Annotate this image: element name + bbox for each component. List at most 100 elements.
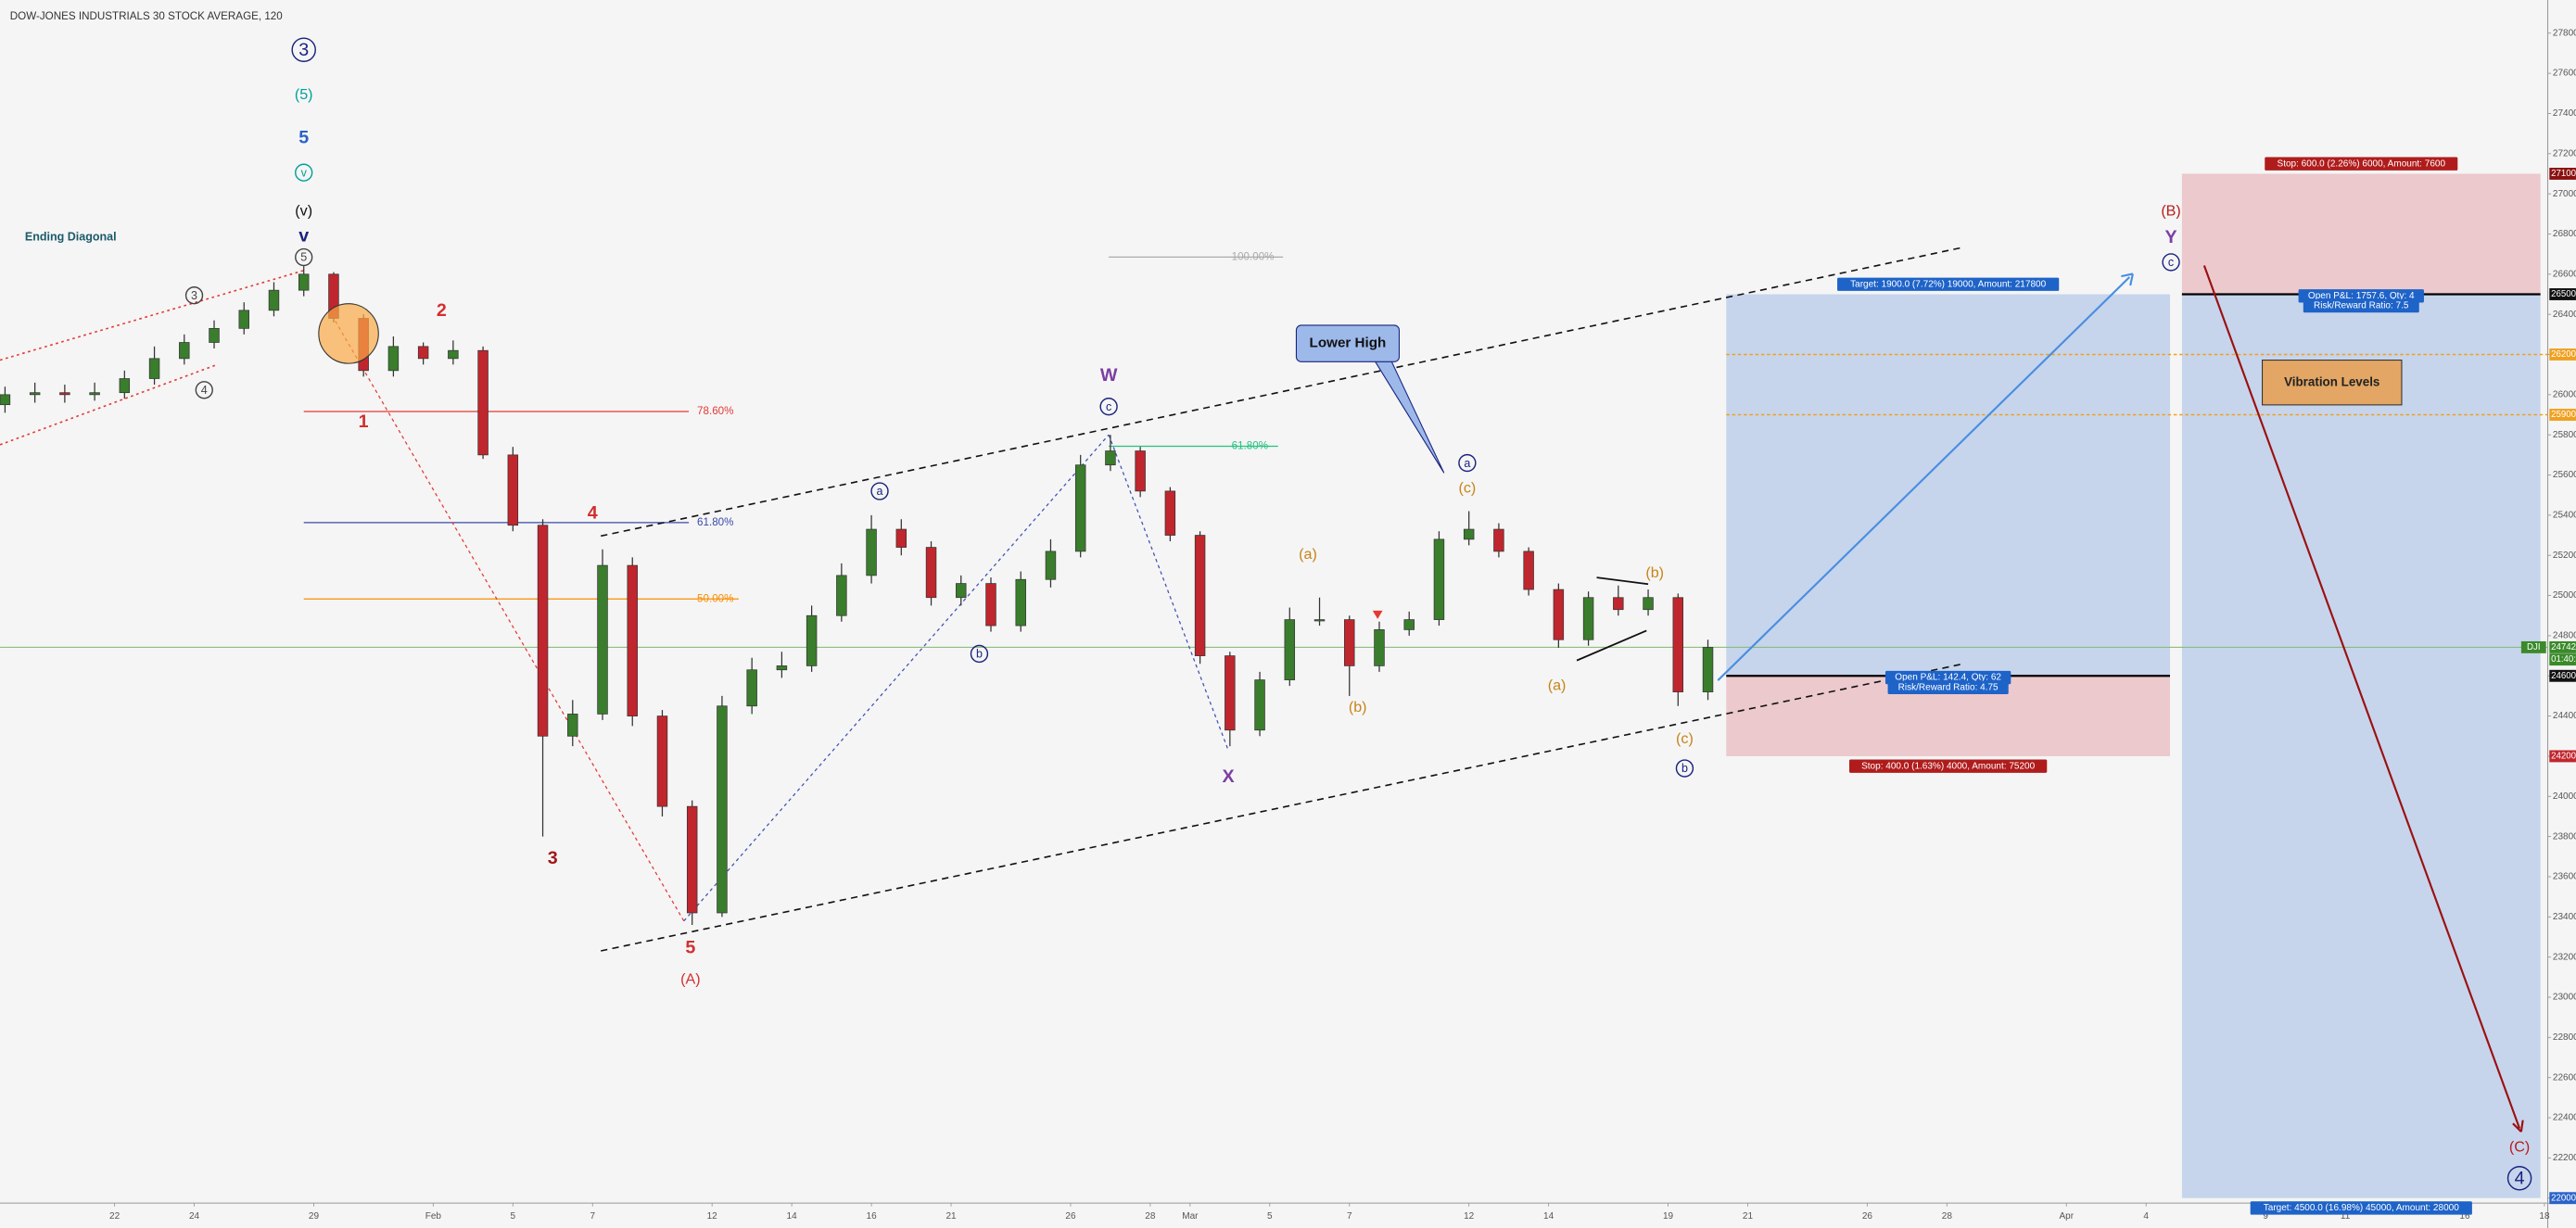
loss-zone: [2181, 173, 2541, 295]
highlight-circle: [318, 303, 379, 364]
wave-circle: [970, 644, 989, 664]
y-tick-label: 22400.0: [2553, 1113, 2576, 1123]
candle-body: [298, 273, 310, 291]
y-tick-label: 24800.0: [2553, 631, 2576, 641]
candle-body: [0, 394, 11, 406]
wave-label: 3: [548, 848, 558, 868]
candle-body: [1254, 679, 1265, 731]
y-tick-label: 27400.0: [2553, 108, 2576, 119]
candle-body: [148, 358, 160, 379]
candle-body: [1105, 450, 1116, 466]
wave-label: X: [1222, 766, 1234, 787]
candle-body: [717, 705, 728, 914]
x-tick-label: 7: [1347, 1211, 1352, 1222]
y-tick-label: 23600.0: [2553, 872, 2576, 882]
x-tick-label: 5: [511, 1211, 516, 1222]
vibration-box: [2262, 360, 2403, 406]
candle-body: [866, 528, 877, 576]
wave-circle: [295, 163, 313, 182]
candle-body: [1225, 655, 1236, 731]
wave-label: 4: [2515, 1168, 2525, 1188]
marker-triangle: [1372, 610, 1383, 619]
y-tick-label: 26800.0: [2553, 229, 2576, 239]
price-marker-label: 24200.0: [2551, 751, 2576, 761]
candle-body: [1045, 551, 1057, 580]
stop-label-box: [1849, 759, 2048, 773]
ending-diagonal-label: Ending Diagonal: [25, 230, 117, 243]
target-label: Target: 4500.0 (16.98%) 45000, Amount: 2…: [2264, 1203, 2459, 1213]
wave-circle: [1458, 453, 1477, 473]
fib-label: 61.80%: [697, 516, 733, 528]
wave-label: 5: [300, 251, 307, 264]
y-tick-label: 27200.0: [2553, 148, 2576, 158]
y-tick-label: 27000.0: [2553, 189, 2576, 199]
rr-label-box: [1887, 680, 2009, 694]
profit-zone: [2181, 294, 2541, 1198]
wave-label: (v): [295, 203, 312, 220]
countdown-box: [2549, 653, 2576, 666]
x-tick-label: 26: [1065, 1211, 1076, 1222]
stop-label: Stop: 400.0 (1.63%) 4000, Amount: 75200: [1861, 761, 2036, 771]
x-tick-label: 16: [2459, 1211, 2470, 1222]
wave-label: 5: [685, 937, 695, 957]
candle-body: [1463, 528, 1475, 540]
x-tick-label: 16: [867, 1211, 878, 1222]
wave-label: (5): [295, 86, 313, 103]
candle-body: [448, 349, 459, 360]
projection-down: [2202, 265, 2521, 1129]
candle-body: [119, 378, 131, 394]
price-marker-label: 27100.0: [2551, 169, 2576, 179]
wave-label: 2: [437, 300, 447, 321]
candle-body: [1135, 450, 1146, 492]
callout-box: [1295, 324, 1401, 362]
wave-label: b: [1681, 762, 1688, 775]
price-marker-label: 24600.0: [2551, 671, 2576, 681]
wave-label: 4: [588, 502, 598, 523]
x-tick-label: 19: [1663, 1211, 1674, 1222]
wave-label: (b): [1645, 564, 1664, 581]
y-tick-label: 23000.0: [2553, 993, 2576, 1003]
y-tick-label: 26000.0: [2553, 389, 2576, 399]
y-tick-label: 23400.0: [2553, 912, 2576, 922]
candle-body: [179, 342, 190, 360]
wave-label: (b): [1349, 699, 1367, 715]
y-tick-label: 23800.0: [2553, 831, 2576, 842]
candle-body: [746, 669, 757, 707]
candle-body: [956, 583, 967, 599]
y-tick-label: 26600.0: [2553, 269, 2576, 279]
price-marker-label: 26200.0: [2551, 349, 2576, 360]
candle-body: [238, 310, 249, 329]
candle-body: [1702, 647, 1714, 692]
target-label-box: [1837, 277, 2060, 291]
price-marker-box: [2549, 750, 2576, 763]
y-tick-label: 24400.0: [2553, 711, 2576, 721]
x-tick-label: 29: [309, 1211, 320, 1222]
x-tick-label: Feb: [425, 1211, 442, 1222]
wave-label: Y: [2164, 227, 2176, 247]
candle-body: [806, 614, 818, 666]
candle-body: [1613, 597, 1624, 611]
projection-down-head: [2512, 1120, 2524, 1133]
wave-circle: [1099, 398, 1118, 416]
stop-label: Stop: 600.0 (2.26%) 6000, Amount: 7600: [2278, 158, 2446, 169]
x-tick-label: 12: [1464, 1211, 1475, 1222]
wave-label: (c): [1458, 480, 1476, 497]
projection-up-head: [2121, 272, 2134, 286]
candle-body: [89, 392, 100, 396]
y-tick-label: 24000.0: [2553, 791, 2576, 802]
candle-body: [895, 528, 907, 548]
wave-label: c: [1106, 400, 1111, 413]
target-label-box: [2250, 1201, 2472, 1215]
chart-title: DOW-JONES INDUSTRIALS 30 STOCK AVERAGE, …: [10, 10, 283, 22]
countdown-label: 01:40:27: [2551, 654, 2576, 665]
candle-body: [387, 346, 400, 372]
price-marker-box: [2549, 409, 2576, 421]
y-tick-label: 22800.0: [2553, 1032, 2576, 1043]
candle-body: [1643, 597, 1654, 611]
wave-circle: [2162, 253, 2180, 272]
x-tick-label: 28: [1145, 1211, 1156, 1222]
candle-body: [1374, 629, 1385, 666]
price-marker-label: 25900.0: [2551, 410, 2576, 420]
price-marker-label: 24742.4: [2551, 642, 2576, 652]
